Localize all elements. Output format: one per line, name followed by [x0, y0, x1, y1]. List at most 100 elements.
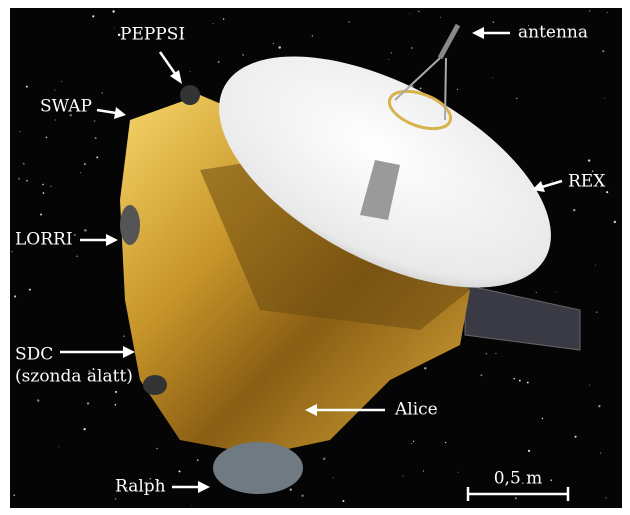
star: [526, 381, 529, 384]
star: [606, 191, 609, 194]
star: [444, 441, 447, 444]
star: [492, 77, 494, 79]
arrowhead: [123, 346, 135, 358]
star: [212, 23, 214, 25]
star: [19, 131, 21, 133]
star: [332, 477, 334, 479]
star: [535, 291, 537, 294]
antenna-mast: [437, 23, 461, 60]
star: [595, 311, 598, 313]
star: [123, 335, 125, 337]
star: [22, 162, 25, 165]
star: [73, 233, 76, 236]
star: [605, 497, 607, 499]
star: [28, 288, 31, 291]
star: [112, 10, 115, 13]
star: [25, 85, 28, 88]
star: [54, 89, 56, 91]
star: [342, 500, 345, 502]
star: [602, 50, 605, 53]
star: [402, 475, 404, 477]
star: [492, 21, 495, 23]
star: [390, 52, 393, 54]
star: [92, 368, 95, 371]
star: [117, 33, 121, 37]
star: [457, 471, 459, 473]
star: [84, 229, 87, 232]
star: [92, 15, 95, 18]
star: [26, 179, 28, 182]
label: Alice: [394, 400, 438, 420]
star: [410, 47, 413, 49]
star: [606, 12, 608, 14]
star: [11, 250, 13, 253]
spacecraft: [120, 23, 581, 494]
label: SWAP: [40, 97, 92, 117]
star: [18, 177, 21, 180]
star: [114, 403, 117, 406]
star: [550, 479, 552, 481]
star: [223, 18, 225, 20]
star: [518, 379, 521, 382]
star: [96, 156, 99, 159]
star: [272, 42, 274, 44]
star: [495, 352, 497, 354]
star: [114, 28, 116, 30]
star: [528, 25, 530, 26]
arrowhead: [170, 70, 182, 84]
star: [439, 16, 441, 18]
star: [594, 264, 596, 266]
star: [587, 159, 591, 162]
star: [88, 370, 91, 373]
star: [14, 295, 17, 298]
star: [42, 192, 45, 194]
star: [242, 53, 245, 56]
arrowhead: [106, 234, 118, 246]
star: [411, 442, 413, 445]
star: [613, 220, 617, 224]
star: [58, 446, 60, 448]
arrow: [541, 179, 563, 189]
strut: [394, 57, 441, 101]
star: [541, 417, 544, 420]
star: [180, 31, 184, 35]
star: [80, 172, 82, 174]
star: [54, 119, 56, 121]
arrowhead: [532, 181, 545, 192]
star: [84, 163, 86, 165]
star: [522, 482, 524, 484]
lorri-aperture: [120, 205, 140, 245]
arrow: [158, 51, 178, 76]
feed-horn: [360, 160, 400, 220]
rtg: [464, 284, 581, 351]
star: [196, 459, 199, 462]
star: [157, 479, 159, 482]
star: [348, 21, 350, 23]
star: [388, 58, 390, 60]
star: [45, 136, 48, 139]
star: [409, 13, 411, 15]
arrowhead: [305, 404, 317, 416]
star: [412, 440, 415, 442]
label: PEPPSI: [120, 25, 185, 45]
star: [156, 447, 158, 450]
arrowhead: [114, 107, 126, 119]
star: [322, 457, 326, 461]
scale-label: 0,5 m: [494, 469, 543, 489]
star: [114, 498, 117, 500]
star: [125, 487, 128, 489]
label: (szonda alatt): [15, 367, 133, 387]
star: [574, 435, 577, 438]
star: [457, 88, 459, 90]
star: [149, 477, 151, 480]
star: [422, 470, 425, 472]
star: [573, 209, 576, 212]
star: [424, 367, 427, 370]
star: [516, 97, 518, 100]
star: [61, 80, 63, 82]
star: [173, 483, 175, 485]
arrow: [96, 108, 117, 115]
star: [555, 291, 557, 293]
star: [419, 87, 422, 90]
star: [480, 374, 483, 377]
